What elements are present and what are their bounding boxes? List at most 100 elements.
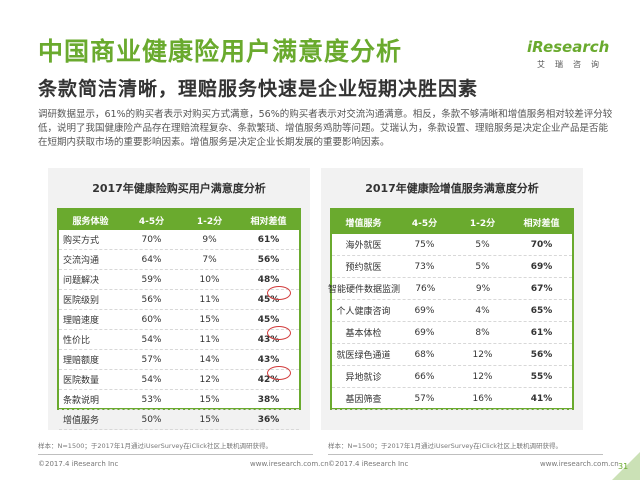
table-cell: 48% xyxy=(257,274,280,285)
table-header: 服务体验 4-5分 1-2分 相对差值 xyxy=(59,210,299,230)
table-body: 购买方式 70% 9% 61% 交流沟通 64% 7% 56% 问题解决 59% 10% 48% 医院级… xyxy=(59,230,299,430)
table-cell: 43% xyxy=(257,354,280,365)
table-cell: 68% xyxy=(414,349,435,360)
table-row: 医院数量 54% 12% 42% xyxy=(59,370,299,390)
table-cell: 64% xyxy=(141,254,162,265)
table-row: 基本体检 69% 8% 61% xyxy=(332,322,572,344)
table-cell: 38% xyxy=(257,394,280,405)
table-cell: 42% xyxy=(257,374,280,385)
table-cell: 12% xyxy=(472,349,493,360)
table-cell: 69% xyxy=(530,261,553,272)
page-subtitle: 条款简洁清晰，理赔服务快速是企业短期决胜因素 xyxy=(38,78,479,100)
table-row: 交流沟通 64% 7% 56% xyxy=(59,250,299,270)
footer-divider xyxy=(328,454,603,455)
page-title: 中国商业健康险用户满意度分析 xyxy=(38,37,403,66)
table-body: 海外就医 75% 5% 70% 预约就医 73% 5% 69% 智能硬件数据监测 76% 9% 67%… xyxy=(328,234,572,410)
page-number: 31 xyxy=(618,462,629,471)
table-cell: 购买方式 xyxy=(63,236,100,246)
table-cell: 55% xyxy=(530,371,553,382)
table-cell: 个人健康咨询 xyxy=(336,307,391,317)
table-cell: 16% xyxy=(472,393,493,404)
table-cell: 4% xyxy=(475,305,490,316)
table-row: 医院级别 56% 11% 45% xyxy=(59,290,299,310)
table-cell: 50% xyxy=(141,414,162,425)
table-cell: 10% xyxy=(199,274,220,285)
table-cell: 61% xyxy=(530,327,553,338)
table-cell: 41% xyxy=(530,393,553,404)
header-cell: 相对差值 xyxy=(250,216,287,227)
right-table-title: 2017年健康险增值服务满意度分析 xyxy=(365,182,539,195)
table-cell: 异地就诊 xyxy=(345,373,382,383)
footer-copyright: ©2017.4 iResearch Inc xyxy=(328,460,409,468)
table-cell: 57% xyxy=(414,393,435,404)
table-cell: 60% xyxy=(141,314,162,325)
table-row: 异地就诊 66% 12% 55% xyxy=(332,366,572,388)
table-cell: 8% xyxy=(475,327,490,338)
header-cell: 4-5分 xyxy=(411,218,438,229)
table-cell: 57% xyxy=(141,354,162,365)
table-cell: 15% xyxy=(199,394,220,405)
header-cell: 增值服务 xyxy=(345,218,382,229)
table-row: 智能硬件数据监测 76% 9% 67% xyxy=(328,278,572,300)
table-row: 增值服务 50% 15% 36% xyxy=(59,410,299,430)
table-cell: 海外就医 xyxy=(345,241,382,251)
corner-decoration xyxy=(612,452,640,480)
table-row: 理赔速度 60% 15% 45% xyxy=(59,310,299,330)
highlight-circle xyxy=(267,286,291,300)
table-row: 个人健康咨询 69% 4% 65% xyxy=(332,300,572,322)
table-cell: 5% xyxy=(475,239,490,250)
table-cell: 11% xyxy=(199,334,220,345)
table-cell: 65% xyxy=(530,305,553,316)
header-cell: 4-5分 xyxy=(138,216,165,227)
table-row: 预约就医 73% 5% 69% xyxy=(332,256,572,278)
table-cell: 9% xyxy=(202,234,217,245)
description-paragraph: 调研数据显示，61%的购买者表示对购买方式满意，56%的购买者表示对交流沟通满意… xyxy=(38,109,613,148)
table-cell: 70% xyxy=(530,239,553,250)
table-cell: 67% xyxy=(530,283,553,294)
table-row: 问题解决 59% 10% 48% xyxy=(59,270,299,290)
table-cell: 76% xyxy=(415,283,436,294)
table-cell: 预约就医 xyxy=(345,263,382,273)
footer-copyright: ©2017.4 iResearch Inc xyxy=(38,460,119,468)
table-cell: 交流沟通 xyxy=(63,256,100,266)
table-cell: 智能硬件数据监测 xyxy=(328,285,401,295)
table-cell: 增值服务 xyxy=(63,416,100,426)
table-cell: 56% xyxy=(141,294,162,305)
table-cell: 43% xyxy=(257,334,280,345)
table-cell: 66% xyxy=(414,371,435,382)
table-cell: 基因筛查 xyxy=(345,395,382,405)
table-row: 就医绿色通道 68% 12% 56% xyxy=(332,344,572,366)
table-cell: 69% xyxy=(414,305,435,316)
header-cell: 服务体验 xyxy=(72,216,109,227)
table-cell: 36% xyxy=(257,414,280,425)
table-cell: 理赔额度 xyxy=(63,356,100,366)
purchase-satisfaction-table: 服务体验 4-5分 1-2分 相对差值 购买方式 70% 9% 61% 交流沟通 64% 7… xyxy=(57,208,301,430)
table-cell: 11% xyxy=(199,294,220,305)
table-cell: 基本体检 xyxy=(345,329,382,339)
table-row: 基因筛查 57% 16% 41% xyxy=(332,388,572,410)
table-cell: 12% xyxy=(472,371,493,382)
logo-sub-text: 艾瑞咨询 xyxy=(537,60,609,69)
highlight-circle xyxy=(267,326,291,340)
table-cell: 54% xyxy=(141,374,162,385)
table-cell: 70% xyxy=(141,234,162,245)
right-panel: 2017年健康险增值服务满意度分析 增值服务 4-5分 1-2分 相对差值 海外… xyxy=(321,168,583,430)
footer-url-link[interactable]: www.iresearch.com.cn xyxy=(540,460,619,468)
footer-url-link[interactable]: www.iresearch.com.cn xyxy=(250,460,329,468)
sample-note-left: 样本：N=1500；于2017年1月通过iUserSurvey在iClick社区… xyxy=(38,442,273,450)
header-cell: 1-2分 xyxy=(196,216,223,227)
table-cell: 61% xyxy=(257,234,280,245)
table-row: 海外就医 75% 5% 70% xyxy=(332,234,572,256)
table-cell: 问题解决 xyxy=(63,276,100,286)
table-cell: 53% xyxy=(141,394,162,405)
table-row: 购买方式 70% 9% 61% xyxy=(59,230,299,250)
iresearch-logo: iResearch 艾瑞咨询 xyxy=(527,38,609,72)
table-row: 理赔额度 57% 14% 43% xyxy=(59,350,299,370)
table-cell: 54% xyxy=(141,334,162,345)
table-cell: 医院级别 xyxy=(63,296,100,306)
table-cell: 理赔速度 xyxy=(63,316,100,326)
left-table-title: 2017年健康险购买用户满意度分析 xyxy=(92,182,266,195)
table-cell: 75% xyxy=(414,239,435,250)
table-cell: 15% xyxy=(199,314,220,325)
table-cell: 就医绿色通道 xyxy=(336,351,391,361)
